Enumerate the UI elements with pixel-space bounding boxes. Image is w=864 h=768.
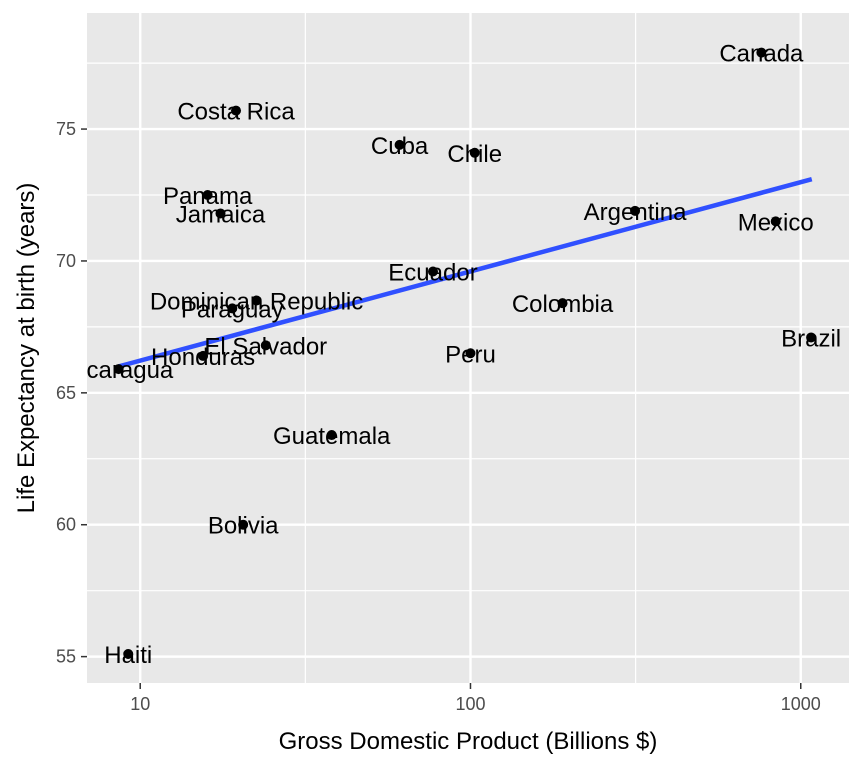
data-point <box>198 350 209 361</box>
data-point <box>215 208 226 219</box>
point-label: Argentina <box>584 199 687 226</box>
point-label: Peru <box>445 341 496 368</box>
point-label: Canada <box>719 41 804 68</box>
data-point <box>113 364 124 375</box>
data-point <box>394 139 405 150</box>
x-tick-label: 100 <box>455 694 485 714</box>
point-label: Paraguay <box>181 296 284 323</box>
data-point <box>427 266 438 277</box>
data-point <box>756 47 767 58</box>
y-tick-label: 55 <box>56 647 76 667</box>
data-point <box>630 205 641 216</box>
x-axis: 10 100 1000 <box>130 683 821 714</box>
grid-major <box>87 13 849 683</box>
y-axis: 55 60 65 70 75 <box>56 119 87 667</box>
y-tick-label: 70 <box>56 251 76 271</box>
x-tick-label: 1000 <box>781 694 821 714</box>
data-point <box>770 216 781 227</box>
point-label: Costa Rica <box>177 99 295 126</box>
points-group <box>113 47 817 659</box>
y-axis-title: Life Expectancy at birth (years) <box>13 183 40 514</box>
point-label: Dominican Republic <box>150 289 363 316</box>
data-point <box>123 648 134 659</box>
data-point <box>465 348 476 359</box>
y-tick-label: 75 <box>56 119 76 139</box>
data-point <box>326 430 337 441</box>
data-point <box>469 147 480 158</box>
point-label: Chile <box>447 141 502 168</box>
point-label: Colombia <box>512 291 614 318</box>
point-label: El Salvador <box>204 333 327 360</box>
trend-line-group <box>118 177 813 369</box>
data-point <box>806 332 817 343</box>
data-point <box>231 105 242 116</box>
data-point <box>238 519 249 530</box>
point-label: Haiti <box>104 642 152 669</box>
panel-background <box>87 13 849 683</box>
data-point <box>260 340 271 351</box>
point-label: Nicaragua <box>64 357 174 384</box>
point-label: Panama <box>163 183 253 210</box>
point-label: Cuba <box>371 133 429 160</box>
data-point <box>227 303 238 314</box>
point-label: Ecuador <box>388 260 477 287</box>
point-label: Bolivia <box>208 513 279 540</box>
data-point <box>557 298 568 309</box>
point-label: Guatemala <box>273 423 391 450</box>
point-label: Brazil <box>781 325 841 352</box>
y-tick-label: 65 <box>56 383 76 403</box>
trend-line <box>118 177 813 369</box>
x-axis-title: Gross Domestic Product (Billions $) <box>279 728 658 755</box>
point-label: Honduras <box>151 344 255 371</box>
data-point <box>251 295 262 306</box>
x-tick-label: 10 <box>130 694 150 714</box>
point-label: Jamaica <box>176 201 266 228</box>
point-label: Mexico <box>738 209 814 236</box>
grid-minor <box>87 13 849 683</box>
data-point <box>202 190 213 201</box>
y-tick-label: 60 <box>56 515 76 535</box>
